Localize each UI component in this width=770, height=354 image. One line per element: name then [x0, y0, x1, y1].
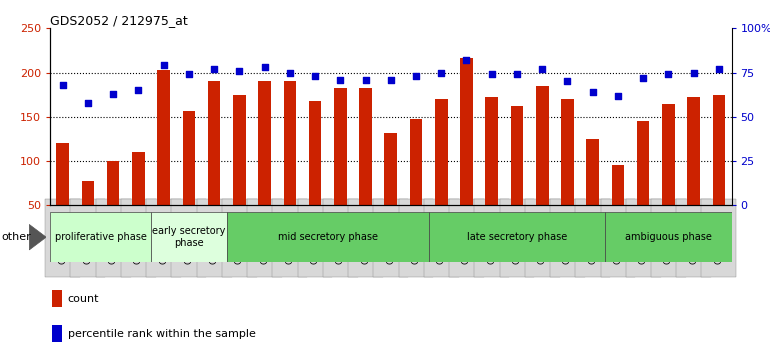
Point [486, 72, 498, 77]
Bar [605, 212, 732, 262]
Text: proliferative phase: proliferative phase [55, 232, 146, 242]
Text: other: other [2, 232, 32, 242]
Bar [208, 81, 220, 205]
Text: early secretory
phase: early secretory phase [152, 226, 226, 248]
Point [233, 68, 246, 74]
Bar [460, 58, 473, 205]
Bar [384, 133, 397, 205]
Point [132, 87, 145, 93]
Point [410, 73, 422, 79]
Point [384, 77, 397, 82]
Bar [258, 81, 271, 205]
Point [309, 73, 321, 79]
Point [612, 93, 624, 98]
Bar [233, 95, 246, 205]
Bar [309, 101, 321, 205]
Point [536, 66, 548, 72]
Point [637, 75, 649, 81]
Point [435, 70, 447, 75]
Bar [107, 161, 119, 205]
Bar [157, 70, 170, 205]
Point [713, 66, 725, 72]
Point [688, 70, 700, 75]
Text: mid secretory phase: mid secretory phase [278, 232, 377, 242]
Point [82, 100, 94, 105]
Bar [688, 97, 700, 205]
Bar [52, 325, 62, 342]
Bar [52, 290, 62, 307]
Bar [334, 88, 346, 205]
Point [259, 64, 271, 70]
Bar [82, 181, 94, 205]
Text: count: count [68, 294, 99, 304]
Bar [536, 86, 548, 205]
Bar [485, 97, 498, 205]
Point [334, 77, 346, 82]
Bar [283, 81, 296, 205]
Bar [360, 88, 372, 205]
Point [460, 57, 473, 63]
Bar [151, 212, 226, 262]
Text: GDS2052 / 212975_at: GDS2052 / 212975_at [50, 14, 188, 27]
Point [107, 91, 119, 97]
Bar [511, 106, 524, 205]
Bar [182, 110, 195, 205]
Point [56, 82, 69, 88]
Bar [435, 99, 447, 205]
Bar [410, 119, 422, 205]
Text: percentile rank within the sample: percentile rank within the sample [68, 329, 256, 339]
Bar [50, 212, 151, 262]
Point [360, 77, 372, 82]
Point [157, 63, 169, 68]
Bar [662, 104, 675, 205]
Point [561, 79, 574, 84]
Point [511, 72, 523, 77]
Bar [712, 95, 725, 205]
Point [587, 89, 599, 95]
Text: late secretory phase: late secretory phase [467, 232, 567, 242]
Point [283, 70, 296, 75]
Point [662, 72, 675, 77]
Point [208, 66, 220, 72]
Bar [226, 212, 429, 262]
Bar [587, 139, 599, 205]
Bar [561, 99, 574, 205]
Point [182, 72, 195, 77]
Text: ambiguous phase: ambiguous phase [625, 232, 711, 242]
Bar [56, 143, 69, 205]
Bar [429, 212, 605, 262]
Bar [637, 121, 649, 205]
Polygon shape [29, 224, 46, 250]
Bar [132, 152, 145, 205]
Bar [611, 166, 624, 205]
